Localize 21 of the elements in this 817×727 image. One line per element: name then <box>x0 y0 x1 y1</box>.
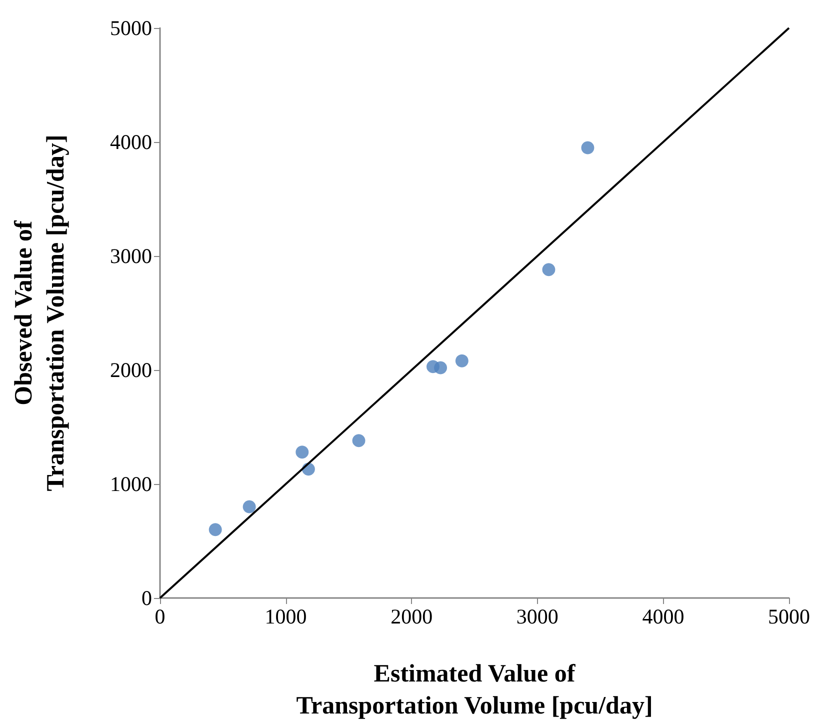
point <box>434 361 448 374</box>
y-tick-label: 3000 <box>110 244 152 268</box>
y-tick-label: 1000 <box>110 472 152 496</box>
x-tick-label: 2000 <box>390 604 433 628</box>
y-tick-label: 0 <box>142 586 152 610</box>
x-tick-label: 3000 <box>516 604 558 628</box>
x-tick-label: 1000 <box>264 604 307 628</box>
point <box>352 434 366 448</box>
point <box>208 523 222 536</box>
y-tick-label: 2000 <box>110 358 152 382</box>
x-tick-label: 4000 <box>642 604 684 628</box>
point <box>542 263 556 276</box>
point <box>296 446 309 459</box>
x-tick-label: 5000 <box>768 604 810 628</box>
x-axis-title: Estimated Value of Transportation Volume [pcu/day] <box>296 660 653 720</box>
y-tick-label: 5000 <box>110 16 152 40</box>
point <box>242 500 256 514</box>
point <box>581 141 594 154</box>
y-tick-label: 4000 <box>110 130 152 154</box>
point <box>455 354 468 368</box>
y-axis-title: Obseved Value of Transportation Volume [pcu/day] <box>10 134 70 492</box>
